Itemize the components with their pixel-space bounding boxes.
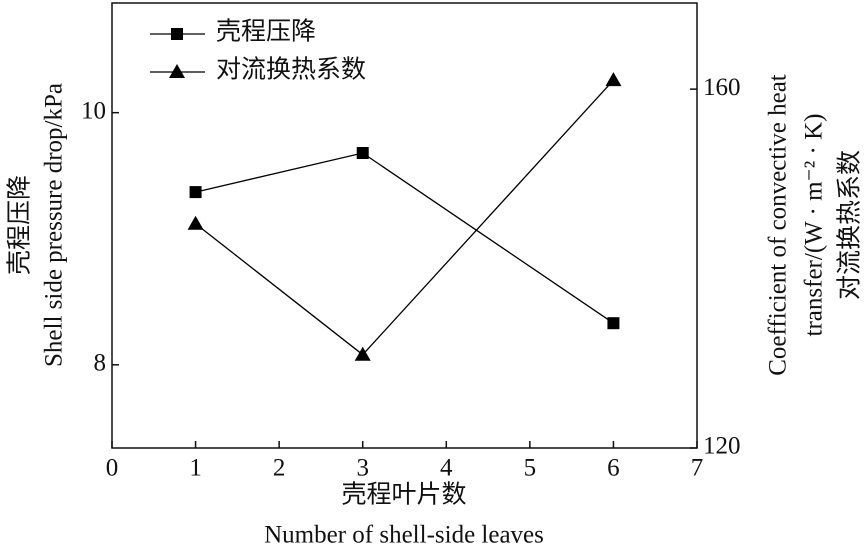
y2-tick-label: 120 [703,433,741,460]
x-tick-label: 1 [189,455,202,482]
y-axis-label: Shell side pressure drop/kPa [41,83,68,367]
series-line [195,79,614,356]
legend-label: 壳程压降 [216,18,316,46]
marker [189,186,202,199]
y-axis-label: 壳程压降 [6,175,34,275]
x-tick-label: 7 [691,455,704,482]
marker [356,147,369,160]
legend-marker [171,28,183,40]
y-tick-label: 10 [81,97,106,124]
x-tick-label: 0 [106,455,119,482]
plot-frame [111,2,698,449]
y2-tick-label: 160 [703,74,741,101]
series-line [195,152,614,324]
x-axis-label: Number of shell-side leaves [264,522,544,549]
x-tick-label: 4 [440,455,453,482]
marker [187,215,204,230]
y2-axis-label: 对流换热系数 [836,150,864,300]
marker [607,317,620,330]
marker [605,72,622,87]
x-axis-label: 壳程叶片数 [341,481,466,509]
y2-axis-label: transfer/(W · m⁻² · K) [801,114,828,337]
legend-marker [169,64,185,78]
x-tick-label: 3 [356,455,369,482]
x-tick-label: 2 [273,455,286,482]
y2-axis-label: Coefficient of convective heat [765,74,792,376]
x-tick-label: 6 [607,455,620,482]
x-tick-label: 5 [524,455,537,482]
marker [354,346,371,361]
y-tick-label: 8 [94,350,107,377]
legend-label: 对流换热系数 [216,56,366,84]
